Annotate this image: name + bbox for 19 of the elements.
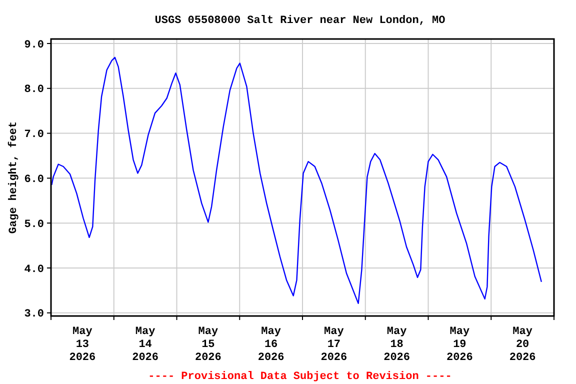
x-tick-label: May 15 2026 <box>194 326 222 364</box>
chart-title: USGS 05508000 Salt River near New London, MO <box>154 15 446 27</box>
y-tick-label: 4.0 <box>24 264 44 276</box>
y-tick-label: 3.0 <box>24 308 44 321</box>
x-tick-label: May 19 2026 <box>446 326 473 364</box>
y-tick-label: 8.0 <box>24 84 44 96</box>
y-tick-label: 5.0 <box>24 218 44 231</box>
line-series <box>51 56 542 304</box>
x-tick-label: May 17 2026 <box>320 326 348 364</box>
y-tick-label: 7.0 <box>24 129 44 142</box>
y-axis-title: Gage height, feet <box>7 121 20 234</box>
x-tick-label: May 14 2026 <box>132 326 159 364</box>
y-tick-label: 6.0 <box>24 174 44 186</box>
y-tick-label: 9.0 <box>24 39 44 52</box>
x-tick-label: May 13 2026 <box>69 326 96 364</box>
x-tick-label: May 20 2026 <box>509 326 536 364</box>
x-tick-label: May 18 2026 <box>384 326 410 364</box>
x-tick-label: May 16 2026 <box>258 326 284 364</box>
text: ---- Provisional Data Subject to Revision ---- <box>148 371 452 383</box>
